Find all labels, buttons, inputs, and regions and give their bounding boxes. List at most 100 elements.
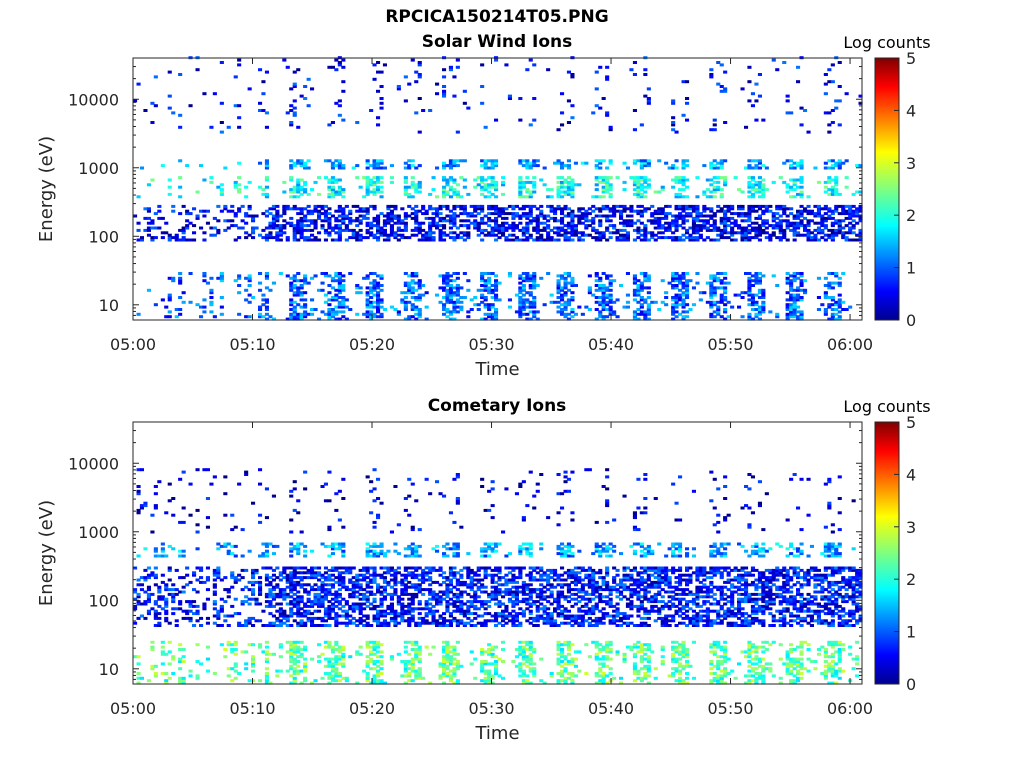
heatmap-cell [320,597,325,601]
heatmap-cell [761,303,766,307]
heatmap-cell [372,204,377,208]
heatmap-cell [313,679,318,683]
heatmap-cell [528,284,533,287]
heatmap-cell [303,298,308,302]
heatmap-cell [379,180,384,184]
heatmap-cell [737,204,742,208]
heatmap-cell [330,645,335,649]
heatmap-cell [382,231,387,235]
heatmap-cell [351,204,356,208]
heatmap-cell [212,568,217,572]
heatmap-cell [428,236,433,240]
heatmap-cell [237,284,242,287]
heatmap-cell [334,178,339,182]
heatmap-cell [511,233,516,237]
heatmap-cell [695,219,700,223]
heatmap-cell [490,204,495,208]
heatmap-cell [396,214,401,218]
heatmap-cell [719,298,724,302]
heatmap-cell [330,65,335,69]
heatmap-cell [278,609,283,613]
heatmap-cell [570,214,575,218]
heatmap-cell [438,212,443,216]
heatmap-cell [830,224,835,228]
heatmap-cell [542,226,547,230]
heatmap-cell [268,315,273,319]
heatmap-cell [212,92,217,96]
heatmap-cell [851,226,856,230]
heatmap-cell [365,298,370,302]
heatmap-cell [244,236,249,240]
heatmap-cell [556,204,561,208]
heatmap-cell [195,619,200,623]
heatmap-cell [150,571,155,575]
heatmap-cell [591,216,596,220]
heatmap-cell [671,185,676,189]
heatmap-cell [428,238,433,242]
heatmap-cell [466,310,471,314]
heatmap-cell [688,214,693,218]
heatmap-cell [685,315,690,319]
heatmap-cell [625,231,630,235]
heatmap-cell [428,192,433,196]
heatmap-cell [560,293,565,297]
heatmap-cell [612,209,617,213]
heatmap-cell [264,516,269,520]
heatmap-cell [153,226,158,230]
heatmap-cell [528,291,533,295]
heatmap-cell [771,224,776,228]
heatmap-cell [518,274,523,278]
heatmap-cell [334,679,339,683]
heatmap-cell [292,592,297,596]
heatmap-cell [830,296,835,299]
heatmap-cell [289,573,294,577]
heatmap-cell [188,238,193,242]
heatmap-cell [608,209,613,213]
heatmap-cell [480,274,485,278]
heatmap-cell [632,109,637,112]
heatmap-cell [244,315,249,319]
heatmap-cell [452,293,457,297]
heatmap-cell [376,274,381,278]
heatmap-cell [761,118,766,122]
heatmap-cell [827,176,832,180]
heatmap-cell [442,166,447,170]
heatmap-cell [827,233,832,237]
heatmap-cell [830,212,835,216]
heatmap-cell [782,209,787,213]
heatmap-cell [282,58,287,62]
heatmap-cell [594,284,599,287]
heatmap-cell [639,272,644,275]
heatmap-cell [330,664,335,668]
heatmap-cell [612,312,617,316]
heatmap-cell [674,176,679,180]
heatmap-cell [157,216,162,220]
heatmap-cell [719,176,724,180]
heatmap-cell [480,296,485,299]
heatmap-cell [445,284,450,287]
heatmap-cell [622,236,627,240]
heatmap-cell [844,216,849,220]
heatmap-cell [160,542,165,546]
heatmap-cell [330,585,335,589]
heatmap-cell [837,317,842,321]
heatmap-cell [473,296,478,299]
heatmap-cell [150,178,155,182]
heatmap-cell [223,619,228,623]
heatmap-cell [563,190,568,194]
heatmap-cell [757,159,762,163]
heatmap-cell [841,204,846,208]
heatmap-cell [285,578,290,582]
heatmap-cell [834,317,839,321]
heatmap-cell [195,676,200,680]
heatmap-cell [337,274,342,278]
heatmap-cell [310,188,315,192]
heatmap-cell [160,640,165,644]
heatmap-cell [796,65,801,69]
heatmap-cell [483,159,488,163]
heatmap-cell [448,286,453,290]
heatmap-cell [292,317,297,321]
heatmap-cell [844,236,849,240]
heatmap-cell [587,274,592,278]
heatmap-cell [150,573,155,577]
